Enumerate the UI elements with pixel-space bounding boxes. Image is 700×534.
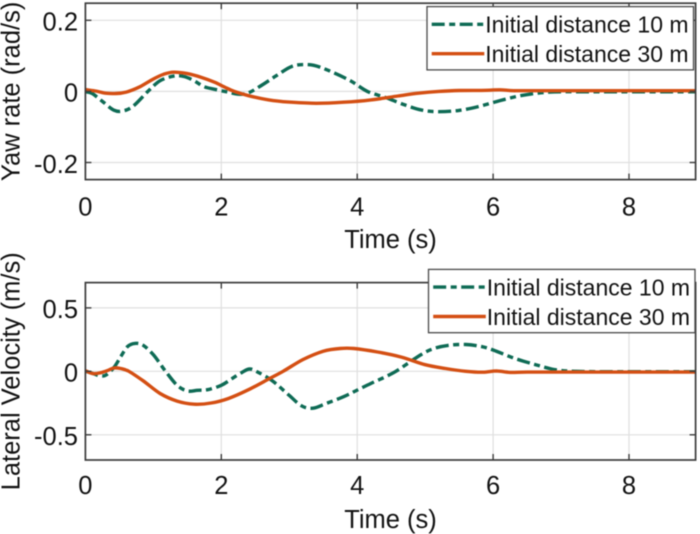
svg-text:0.5: 0.5 (43, 296, 78, 324)
svg-text:4: 4 (350, 472, 364, 500)
svg-text:Yaw rate (rad/s): Yaw rate (rad/s) (0, 2, 26, 182)
svg-text:Initial distance 30 m: Initial distance 30 m (487, 304, 690, 330)
svg-text:-0.5: -0.5 (34, 423, 78, 451)
svg-text:Initial distance 30 m: Initial distance 30 m (485, 41, 688, 67)
svg-text:Initial distance 10 m: Initial distance 10 m (485, 12, 688, 38)
svg-text:6: 6 (486, 472, 500, 500)
svg-text:2: 2 (214, 472, 228, 500)
svg-text:0: 0 (64, 80, 78, 108)
svg-text:0: 0 (78, 472, 92, 500)
svg-text:8: 8 (622, 472, 636, 500)
svg-text:Initial distance 10 m: Initial distance 10 m (487, 275, 690, 301)
svg-text:Time (s): Time (s) (344, 226, 437, 254)
svg-text:2: 2 (214, 193, 228, 221)
svg-text:8: 8 (622, 193, 636, 221)
svg-text:6: 6 (486, 193, 500, 221)
svg-text:Time (s): Time (s) (344, 506, 437, 534)
svg-text:0.2: 0.2 (43, 9, 78, 37)
svg-text:0: 0 (64, 360, 78, 388)
svg-text:4: 4 (350, 193, 364, 221)
svg-text:Lateral Velocity (m/s): Lateral Velocity (m/s) (0, 252, 26, 490)
svg-text:0: 0 (78, 193, 92, 221)
svg-text:-0.2: -0.2 (34, 151, 78, 179)
